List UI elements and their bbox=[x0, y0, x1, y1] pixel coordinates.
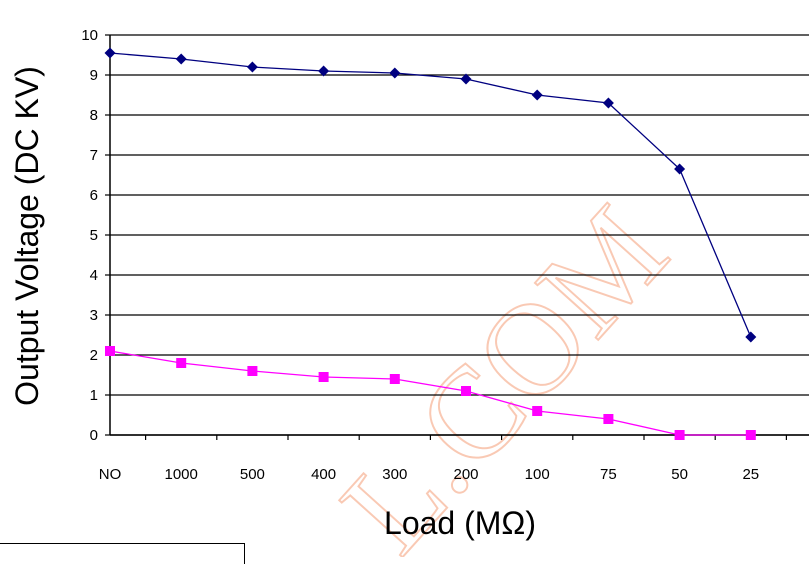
x-tick-label: NO bbox=[99, 466, 122, 483]
data-point-square bbox=[389, 374, 400, 384]
data-point-square bbox=[745, 430, 756, 440]
data-point-square bbox=[461, 386, 471, 396]
x-tick-label: 400 bbox=[311, 466, 336, 483]
y-tick-label: 1 bbox=[90, 387, 98, 404]
data-point-square bbox=[176, 358, 187, 368]
y-tick-labels: 0 1 2 3 4 5 6 7 8 9 10 bbox=[81, 27, 98, 444]
x-tick-label: 1000 bbox=[165, 466, 198, 483]
x-tick-label: 75 bbox=[600, 466, 617, 483]
x-tick-label: 200 bbox=[453, 466, 478, 483]
data-point-diamond bbox=[460, 73, 472, 85]
data-point-square bbox=[247, 366, 258, 376]
y-tick-label: 6 bbox=[90, 187, 98, 204]
data-point-diamond bbox=[674, 163, 686, 175]
x-axis-title: Load (MΩ) bbox=[384, 505, 536, 541]
y-tick-label: 3 bbox=[90, 307, 98, 324]
data-point-square bbox=[318, 372, 329, 382]
x-tick-label: 100 bbox=[525, 466, 550, 483]
data-point-diamond bbox=[104, 47, 116, 59]
series-0 bbox=[104, 47, 757, 343]
data-point-diamond bbox=[175, 53, 187, 65]
y-tick-label: 2 bbox=[90, 347, 98, 364]
series bbox=[104, 47, 757, 440]
data-point-diamond bbox=[318, 65, 330, 77]
y-axis-title: Output Voltage (DC KV) bbox=[9, 66, 45, 406]
data-point-square bbox=[532, 406, 543, 416]
data-point-diamond bbox=[246, 61, 258, 73]
data-point-square bbox=[603, 414, 614, 424]
watermark-text: L.COM bbox=[315, 180, 695, 557]
x-tick-label: 300 bbox=[382, 466, 407, 483]
y-tick-label: 10 bbox=[81, 27, 98, 44]
y-tick-label: 7 bbox=[90, 147, 98, 164]
x-tick-labels: NO 1000 500 400 300 200 100 75 50 25 bbox=[99, 466, 759, 483]
y-tick-label: 0 bbox=[90, 427, 98, 444]
x-tick-label: 500 bbox=[240, 466, 265, 483]
data-point-diamond bbox=[531, 89, 543, 101]
x-tick-label: 50 bbox=[671, 466, 688, 483]
data-point-square bbox=[105, 346, 115, 356]
data-point-diamond bbox=[602, 97, 614, 109]
x-tick-label: 25 bbox=[742, 466, 759, 483]
data-point-diamond bbox=[389, 67, 401, 79]
legend-box bbox=[0, 543, 245, 564]
y-tick-label: 9 bbox=[90, 67, 98, 84]
series-line bbox=[109, 52, 752, 338]
data-point-square bbox=[674, 430, 685, 440]
y-tick-label: 5 bbox=[90, 227, 98, 244]
y-tick-label: 4 bbox=[90, 267, 98, 284]
gridlines bbox=[110, 34, 809, 436]
series-line bbox=[109, 350, 751, 436]
y-tick-label: 8 bbox=[90, 107, 98, 124]
watermark: L.COM bbox=[314, 179, 696, 557]
series-1 bbox=[105, 346, 756, 440]
data-point-diamond bbox=[745, 331, 757, 343]
